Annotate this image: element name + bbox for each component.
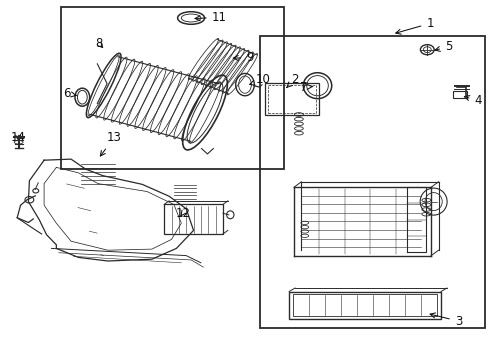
Text: 1: 1 bbox=[396, 17, 434, 34]
Text: 10: 10 bbox=[250, 73, 270, 86]
Text: 9: 9 bbox=[233, 51, 253, 64]
Bar bbox=[260, 36, 485, 328]
Text: 3: 3 bbox=[430, 313, 462, 328]
Text: 13: 13 bbox=[100, 131, 122, 156]
Text: 14: 14 bbox=[11, 131, 26, 144]
Text: 2: 2 bbox=[287, 73, 299, 87]
Bar bbox=[61, 7, 284, 169]
Bar bbox=[453, 91, 467, 98]
Text: 7: 7 bbox=[300, 81, 313, 94]
Bar bbox=[268, 85, 316, 113]
Bar bbox=[164, 204, 223, 234]
Text: 6: 6 bbox=[63, 87, 76, 100]
Bar bbox=[289, 292, 441, 319]
Text: 12: 12 bbox=[175, 207, 191, 220]
Text: 5: 5 bbox=[435, 40, 452, 53]
Text: 4: 4 bbox=[465, 94, 482, 107]
Bar bbox=[293, 294, 437, 316]
Bar bbox=[265, 83, 318, 115]
Text: 8: 8 bbox=[96, 37, 103, 50]
Text: 11: 11 bbox=[195, 11, 227, 24]
